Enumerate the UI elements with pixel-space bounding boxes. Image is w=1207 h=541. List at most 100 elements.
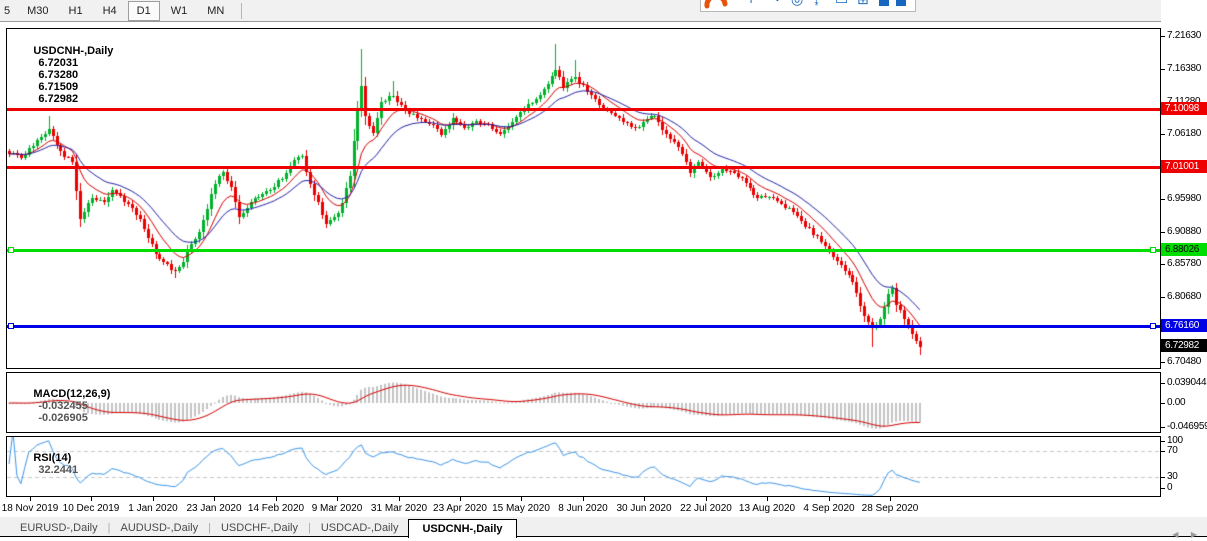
- resistance-line-7.10098[interactable]: [7, 108, 1160, 111]
- date-tick-label: 23 Apr 2020: [433, 503, 487, 514]
- timeframe-button-d1[interactable]: D1: [127, 0, 160, 21]
- date-tick: [276, 497, 277, 501]
- timeframe-button-5[interactable]: 5: [4, 4, 11, 17]
- chart-tab-audusd[interactable]: AUDUSD-,Daily: [120, 522, 199, 534]
- chart-tool-icon-1[interactable]: +: [747, 0, 755, 7]
- line-handle-icon[interactable]: [1150, 323, 1156, 329]
- date-axis[interactable]: 18 Nov 2019 10 Dec 2019 1 Jan 2020 23 Jan 2…: [0, 497, 1207, 517]
- rsi-axis-label: 0: [1167, 482, 1173, 493]
- chart-tab-usdcnh[interactable]: USDCNH-,Daily: [408, 519, 517, 538]
- price-tick-label: 6.95980: [1167, 193, 1202, 204]
- date-tick-label: 28 Sep 2020: [861, 503, 919, 514]
- rsi-panel[interactable]: RSI(14) 32.2441: [6, 436, 1161, 497]
- chart-tool-icon-6[interactable]: ⊞: [857, 0, 869, 8]
- chart-tab-usdchf[interactable]: USDCHF-,Daily: [220, 522, 298, 534]
- axis-tick: [1161, 36, 1165, 37]
- axis-tick: [1161, 199, 1165, 200]
- tab-scroll-right-icon[interactable]: ▶: [1190, 530, 1197, 539]
- axis-tick: [1161, 232, 1165, 233]
- rsi-axis-label: 70: [1167, 445, 1178, 456]
- date-tick: [521, 497, 522, 501]
- chart-tool-icon-2[interactable]: ↷: [769, 0, 781, 8]
- macd-main-value: -0.032455: [38, 400, 88, 412]
- macd-signal-value: -0.026905: [38, 412, 88, 424]
- rsi-canvas: [7, 437, 1160, 496]
- tab-separator: |: [307, 522, 311, 534]
- rsi-value: 32.2441: [38, 464, 79, 476]
- price-tick-label: 6.70480: [1167, 356, 1202, 367]
- date-tick-label: 8 Jun 2020: [558, 503, 608, 514]
- support-line-6.88026[interactable]: [7, 249, 1160, 252]
- axis-tick: [1161, 297, 1165, 298]
- macd-axis-label: 0.039044: [1167, 377, 1207, 388]
- tab-scroll-left-icon[interactable]: ◀: [1172, 530, 1179, 539]
- price-axis[interactable]: 7.216307.163807.112807.061807.010806.959…: [1161, 0, 1207, 541]
- axis-tick: [1161, 69, 1165, 70]
- price-tick-label: 7.11280: [1167, 96, 1201, 107]
- date-tick-label: 1 Jan 2020: [128, 503, 178, 514]
- price-tick-label: 7.21630: [1167, 30, 1202, 41]
- chart-tab-eurusd[interactable]: EURUSD-,Daily: [20, 522, 98, 534]
- chart-tool-icon-3[interactable]: ◎: [791, 0, 803, 8]
- ohlc-low: 6.71509: [38, 81, 79, 93]
- chart-tool-icon-sq1[interactable]: [879, 0, 889, 6]
- date-tick: [337, 497, 338, 501]
- axis-tick: [1161, 362, 1165, 363]
- axis-tick: [1161, 264, 1165, 265]
- line-handle-icon[interactable]: [8, 323, 14, 329]
- current-price-tag: 6.72982: [1161, 339, 1207, 352]
- chart-tab-usdcad[interactable]: USDCAD-,Daily: [320, 522, 399, 534]
- timeframe-button-h1[interactable]: H1: [68, 4, 83, 17]
- timeframe-button-w1[interactable]: W1: [170, 4, 188, 17]
- main-chart-panel[interactable]: USDCNH-,Daily 6.72031 6.73280 6.71509 6.…: [6, 28, 1161, 369]
- axis-tick: [1161, 403, 1165, 404]
- date-tick: [890, 497, 891, 501]
- line-handle-icon[interactable]: [8, 247, 14, 253]
- ohlc-open: 6.72031: [38, 57, 79, 69]
- date-tick-label: 14 Feb 2020: [247, 503, 305, 514]
- chart-tool-icon-5[interactable]: ▭: [835, 0, 848, 8]
- date-tick-label: 13 Aug 2020: [738, 503, 796, 514]
- chart-tool-icon-sq2[interactable]: [896, 0, 906, 6]
- tab-bar-line: [0, 536, 1207, 537]
- macd-panel[interactable]: MACD(12,26,9) -0.032455 -0.026905: [6, 372, 1161, 433]
- macd-axis-label: 0.00: [1167, 397, 1186, 408]
- timeframe-button-mn[interactable]: MN: [207, 4, 225, 17]
- date-tick: [460, 497, 461, 501]
- macd-title: MACD(12,26,9) -0.032455 -0.026905: [15, 376, 110, 436]
- chart-tool-icon-4[interactable]: ↨: [813, 0, 820, 7]
- date-tick-label: 4 Sep 2020: [803, 503, 855, 514]
- timeframe-button-m30[interactable]: M30: [27, 4, 49, 17]
- tab-separator: |: [107, 522, 111, 534]
- level-price-tag: 6.76160: [1161, 319, 1207, 332]
- axis-tick: [1161, 427, 1165, 428]
- support-line-6.7616[interactable]: [7, 325, 1160, 328]
- macd-label: MACD(12,26,9): [33, 388, 111, 400]
- timeframe-button-h4[interactable]: H4: [102, 4, 117, 17]
- axis-tick: [1161, 451, 1165, 452]
- timeframe-toolbar: 5 M30 H1 H4 D1 W1 MN: [0, 0, 1207, 22]
- price-tick-label: 7.06180: [1167, 128, 1202, 139]
- axis-tick: [1161, 441, 1165, 442]
- date-tick-label: 23 Jan 2020: [186, 503, 242, 514]
- resistance-line-7.01001[interactable]: [7, 166, 1160, 169]
- date-tick: [583, 497, 584, 501]
- chart-title: USDCNH-,Daily 6.72031 6.73280 6.71509 6.…: [15, 33, 116, 117]
- date-tick: [214, 497, 215, 501]
- axis-tick: [1161, 488, 1165, 489]
- date-tick: [153, 497, 154, 501]
- logo-swirl-icon: [704, 0, 728, 9]
- level-price-tag: 7.10098: [1161, 102, 1207, 115]
- candlestick-canvas[interactable]: [7, 29, 1160, 368]
- rsi-title: RSI(14) 32.2441: [15, 440, 78, 488]
- price-tick-label: 6.90880: [1167, 226, 1202, 237]
- macd-canvas: [7, 373, 1160, 432]
- tab-separator: |: [208, 522, 211, 534]
- rsi-label: RSI(14): [33, 452, 72, 464]
- price-tick-label: 6.80680: [1167, 291, 1202, 302]
- line-handle-icon[interactable]: [1150, 247, 1156, 253]
- chart-symbol-label: USDCNH-,Daily: [33, 45, 114, 57]
- date-tick: [399, 497, 400, 501]
- date-tick: [30, 497, 31, 501]
